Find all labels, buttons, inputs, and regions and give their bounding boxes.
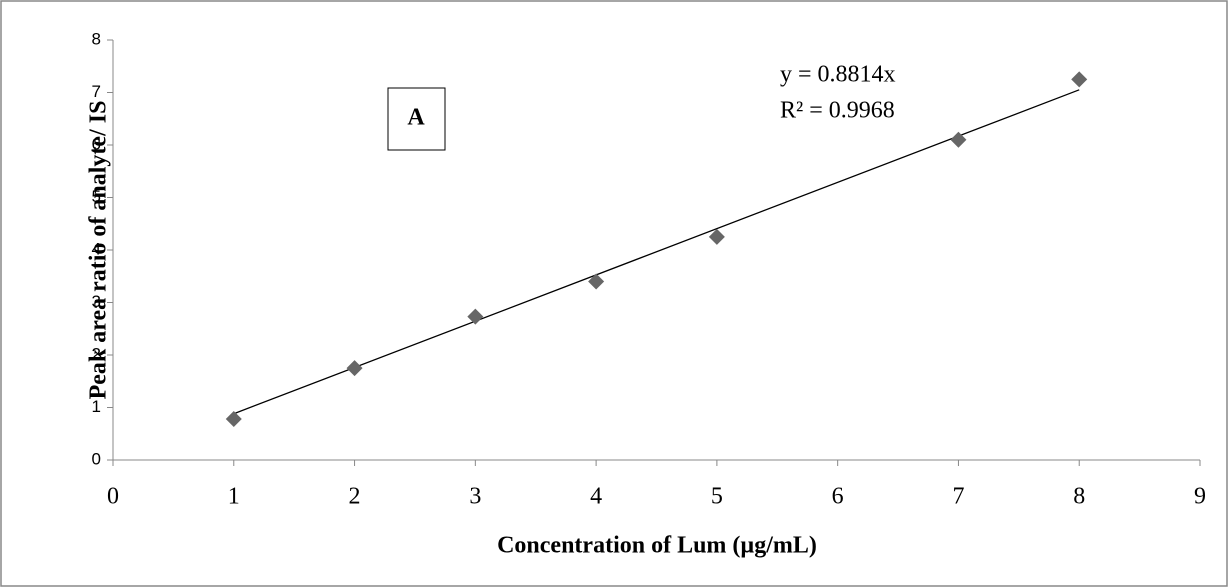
x-tick-label: 0 <box>107 484 119 510</box>
x-tick-label: 3 <box>469 484 481 510</box>
x-tick-label: 7 <box>952 484 964 510</box>
x-tick-label: 5 <box>711 484 723 510</box>
data-point <box>708 228 725 245</box>
panel-label-box <box>387 87 446 151</box>
data-point <box>950 131 967 148</box>
y-tick-label: 1 <box>92 397 101 416</box>
x-tick-label: 1 <box>228 484 240 510</box>
data-point <box>225 411 242 428</box>
r-squared: R² = 0.9968 <box>780 98 895 124</box>
y-tick-label: 3 <box>92 292 101 311</box>
trendline <box>233 89 1080 415</box>
y-tick-label: 4 <box>92 239 101 258</box>
y-tick-label: 8 <box>92 29 101 48</box>
y-tick-label: 7 <box>92 82 101 101</box>
data-point <box>1071 71 1088 88</box>
x-tick-label: 9 <box>1194 484 1206 510</box>
y-tick-label: 5 <box>92 187 101 206</box>
x-axis-label: Concentration of Lum (µg/mL) <box>497 533 817 559</box>
x-tick-label: 2 <box>349 484 361 510</box>
data-point <box>467 308 484 325</box>
x-tick-label: 8 <box>1073 484 1085 510</box>
y-tick-label: 6 <box>92 134 101 153</box>
x-tick-label: 4 <box>590 484 602 510</box>
x-tick-label: 6 <box>832 484 844 510</box>
data-point <box>588 273 605 290</box>
panel-label: A <box>407 105 425 131</box>
y-tick-label: 2 <box>92 344 101 363</box>
y-tick-label: 0 <box>92 449 101 468</box>
trendline-equation: y = 0.8814x <box>780 62 896 88</box>
data-point <box>346 360 363 377</box>
